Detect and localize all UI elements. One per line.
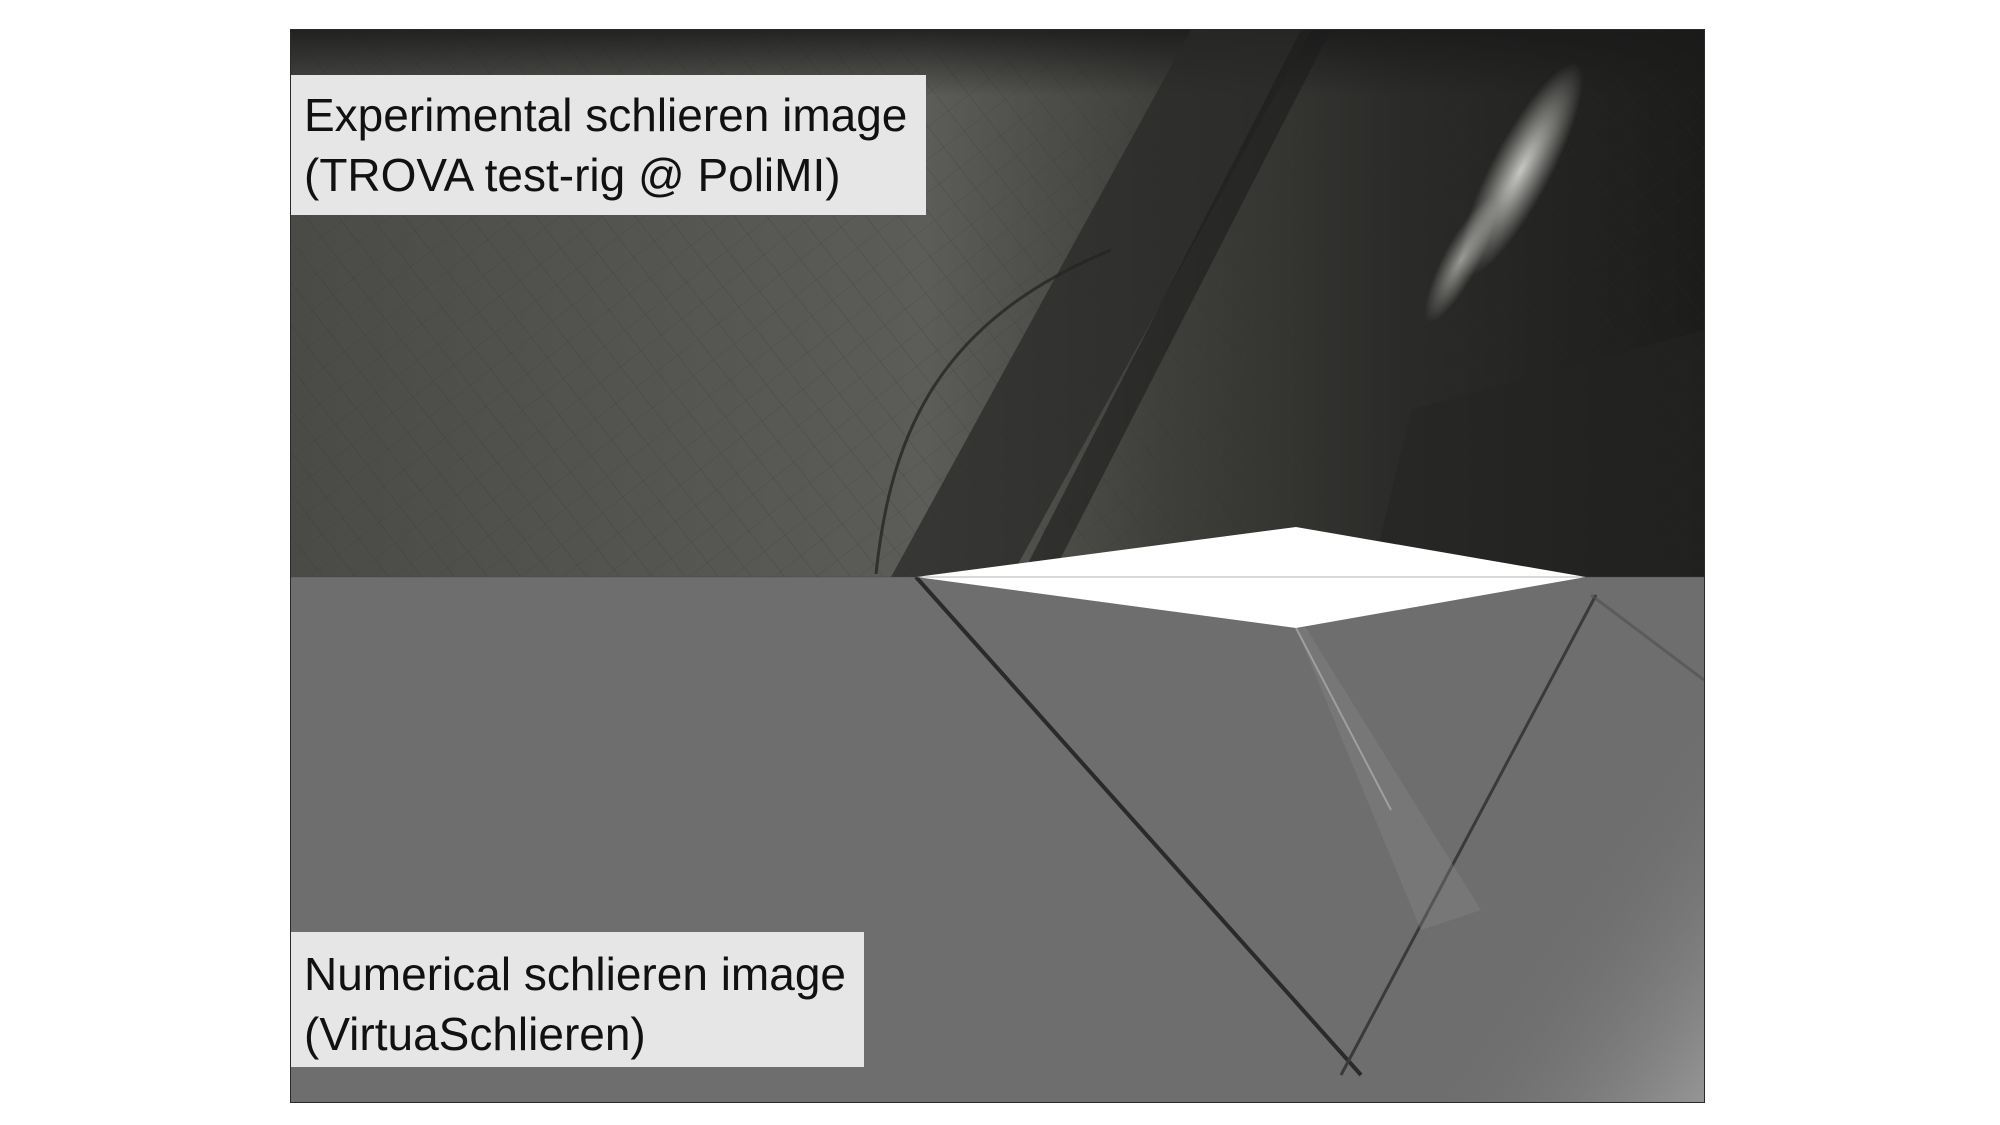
numerical-caption: Numerical schlieren image (VirtuaSchlier… [291, 932, 864, 1067]
schlieren-image [291, 30, 1704, 1102]
schlieren-comparison-figure: Experimental schlieren image (TROVA test… [291, 30, 1704, 1102]
experimental-caption-line2: (TROVA test-rig @ PoliMI) [304, 149, 841, 201]
numerical-caption-line1: Numerical schlieren image [304, 948, 846, 1000]
experimental-half [291, 30, 1704, 577]
experimental-caption-line1: Experimental schlieren image [304, 89, 908, 141]
experimental-caption: Experimental schlieren image (TROVA test… [291, 75, 926, 215]
airfoil-shape [916, 527, 1586, 628]
numerical-caption-line2: (VirtuaSchlieren) [304, 1008, 646, 1060]
